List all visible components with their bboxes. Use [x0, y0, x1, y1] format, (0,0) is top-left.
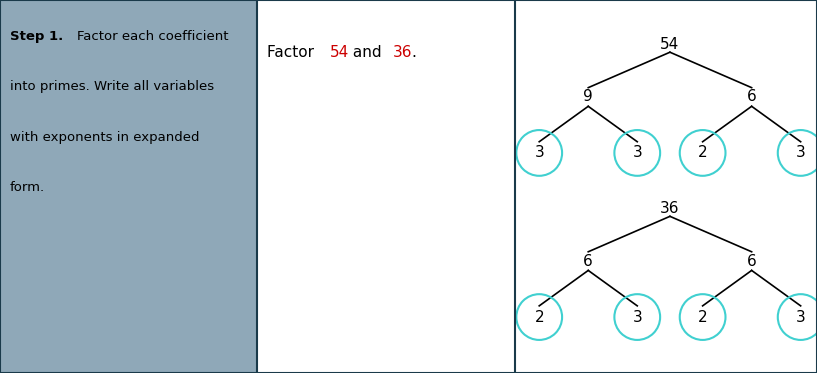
Text: 6: 6 [583, 254, 593, 269]
Text: 3: 3 [796, 310, 806, 325]
Text: 3: 3 [632, 145, 642, 160]
Text: 54: 54 [660, 37, 680, 52]
Text: 6: 6 [747, 90, 757, 104]
Text: Factor: Factor [267, 45, 319, 60]
Text: 2: 2 [534, 310, 544, 325]
Bar [257, 0, 515, 373]
Text: form.: form. [10, 181, 45, 194]
Text: into primes. Write all variables: into primes. Write all variables [10, 80, 214, 93]
Text: .: . [411, 45, 416, 60]
Text: 3: 3 [632, 310, 642, 325]
Bar [515, 0, 817, 373]
Text: 36: 36 [393, 45, 413, 60]
Bar [0, 0, 257, 373]
Text: and: and [348, 45, 386, 60]
Text: 2: 2 [698, 310, 708, 325]
Text: 6: 6 [747, 254, 757, 269]
Text: 3: 3 [796, 145, 806, 160]
Text: 36: 36 [660, 201, 680, 216]
Text: Step 1.: Step 1. [10, 30, 63, 43]
Text: 3: 3 [534, 145, 544, 160]
Text: Factor each coefficient: Factor each coefficient [77, 30, 228, 43]
Text: 54: 54 [330, 45, 350, 60]
Text: 2: 2 [698, 145, 708, 160]
Text: 9: 9 [583, 90, 593, 104]
Text: with exponents in expanded: with exponents in expanded [10, 131, 199, 144]
